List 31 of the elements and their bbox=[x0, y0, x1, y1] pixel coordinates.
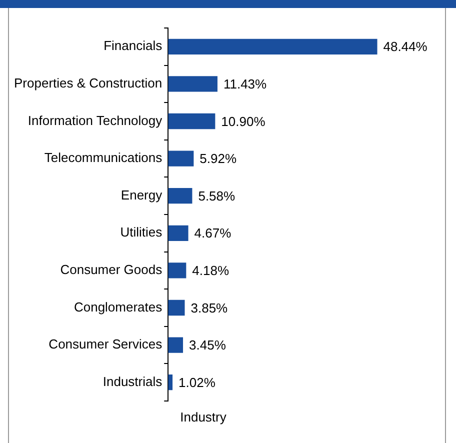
data-label: 11.43% bbox=[223, 76, 268, 92]
bar bbox=[168, 337, 184, 353]
bar bbox=[168, 76, 218, 92]
y-tick-label: Consumer Services bbox=[48, 336, 163, 352]
bar bbox=[168, 38, 378, 54]
y-tick-label: Energy bbox=[120, 187, 163, 202]
data-label: 3.85% bbox=[190, 300, 228, 316]
bar bbox=[168, 113, 216, 130]
y-tick-label: Financials bbox=[104, 38, 163, 54]
bar bbox=[168, 150, 194, 166]
data-label: 5.92% bbox=[200, 151, 237, 166]
bar bbox=[168, 300, 185, 316]
y-tick-label: Conglomerates bbox=[74, 299, 163, 314]
y-tick-label: Properties & Construction bbox=[14, 76, 162, 91]
y-tick-label: Consumer Goods bbox=[60, 262, 163, 278]
data-label: 5.58% bbox=[198, 188, 236, 204]
bar bbox=[168, 374, 173, 390]
y-tick-label: Information Technology bbox=[28, 112, 163, 128]
bar bbox=[168, 262, 186, 278]
text: Industry bbox=[180, 410, 227, 425]
bar bbox=[168, 225, 188, 241]
data-label: 10.90% bbox=[221, 114, 266, 129]
data-label: 4.18% bbox=[192, 263, 230, 278]
y-tick-label: Telecommunications bbox=[44, 150, 163, 166]
y-tick-label: Utilities bbox=[120, 224, 163, 240]
y-tick-label: Industrials bbox=[102, 374, 163, 389]
bar bbox=[168, 188, 192, 204]
data-label: 4.67% bbox=[194, 226, 232, 241]
data-label: 48.44% bbox=[383, 39, 428, 54]
data-label: 1.02% bbox=[178, 374, 216, 390]
data-label: 3.45% bbox=[189, 338, 226, 353]
